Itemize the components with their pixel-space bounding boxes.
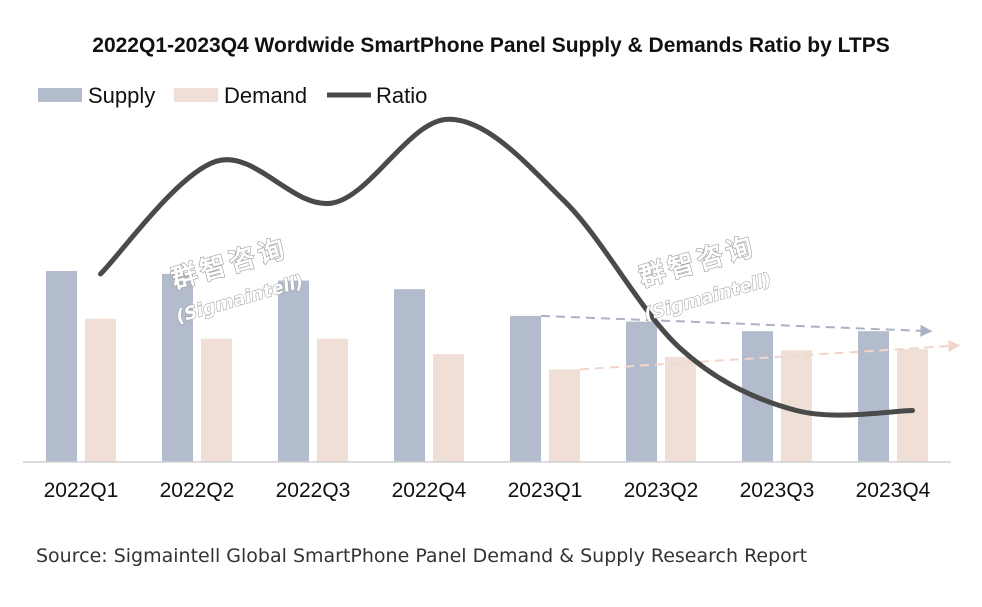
x-tick-label-2022Q2: 2022Q2 [160,479,235,502]
x-tick-label-2023Q3: 2023Q3 [740,479,815,502]
bar-demand-2022Q1 [85,318,116,462]
bar-supply-2022Q3 [278,280,309,462]
watermark-right: 群智咨询 (Sigmaintell) [634,230,774,326]
bar-supply-2023Q4 [858,331,889,462]
bar-demand-2023Q2 [665,356,696,462]
bar-supply-2022Q2 [162,273,193,462]
x-tick-label-2022Q1: 2022Q1 [44,479,119,502]
legend-label-supply: Supply [88,83,155,108]
source-note: Source: Sigmaintell Global SmartPhone Pa… [36,545,807,567]
bar-demand-2022Q2 [201,338,232,462]
bar-demand-2023Q4 [897,349,928,462]
bar-demand-2022Q3 [317,338,348,462]
trend-arrow-supply [540,314,933,337]
x-tick-label-2023Q4: 2023Q4 [856,479,931,502]
bar-supply-2022Q1 [46,271,77,462]
bar-supply-2023Q1 [510,315,541,462]
x-tick-labels: 2022Q1 2022Q2 2022Q3 2022Q4 2023Q1 2023Q2 2023… [44,479,931,502]
legend-swatch-demand [174,88,218,102]
trend-arrow-demand [579,340,961,371]
legend: Supply Demand Ratio [38,83,427,108]
legend-swatch-supply [38,88,82,102]
bar-supply-2022Q4 [394,289,425,462]
x-tick-label-2022Q4: 2022Q4 [392,479,467,502]
chart-title: 2022Q1-2023Q4 Wordwide SmartPhone Panel … [92,34,889,57]
bars-layer [46,271,928,462]
legend-label-ratio: Ratio [376,83,427,108]
bar-demand-2022Q4 [433,354,464,462]
x-tick-label-2023Q1: 2023Q1 [508,479,583,502]
x-tick-label-2023Q2: 2023Q2 [624,479,699,502]
x-tick-label-2022Q3: 2022Q3 [276,479,351,502]
trend-arrows [540,314,961,371]
ratio-line [98,116,915,418]
ratio-line-layer [98,116,915,418]
bar-demand-2023Q1 [549,369,580,462]
bar-supply-2023Q2 [626,321,657,462]
legend-label-demand: Demand [224,83,307,108]
